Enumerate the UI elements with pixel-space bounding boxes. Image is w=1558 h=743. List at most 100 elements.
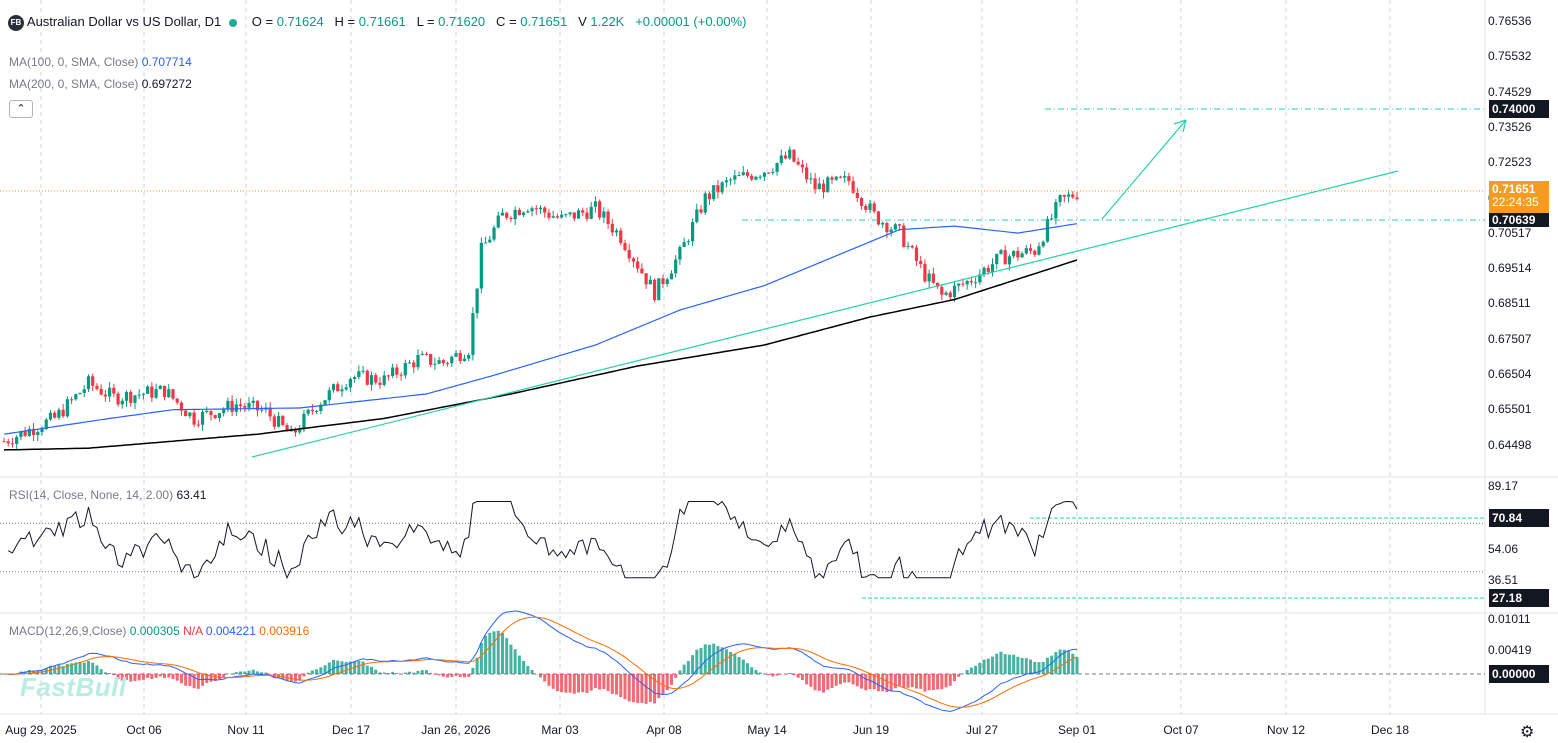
macd-histogram-bar — [585, 674, 589, 693]
candle-body — [965, 281, 969, 285]
candle-body — [19, 431, 23, 437]
macd-histogram-bar — [226, 673, 230, 675]
macd-histogram-bar — [927, 674, 931, 691]
fastbull-watermark: FastBull — [20, 672, 127, 702]
candle-body — [205, 410, 209, 412]
candle-body — [327, 390, 331, 401]
candle-body — [957, 283, 961, 286]
candle-body — [158, 385, 162, 390]
candle-body — [986, 267, 990, 272]
candle-body — [369, 375, 374, 385]
macd-histogram-bar — [74, 662, 78, 674]
rsi-legend[interactable]: RSI(14, Close, None, 14, 2.00) 63.41 — [9, 488, 206, 502]
countdown-timer: 22:24:35 — [1492, 195, 1539, 209]
macd-histogram-bar — [429, 672, 433, 674]
macd-histogram-bar — [678, 670, 682, 674]
candle-body — [1024, 248, 1028, 254]
candle-body — [141, 393, 146, 395]
macd-signal-line — [4, 616, 1078, 708]
macd-histogram-bar — [838, 674, 842, 685]
price-axis-label: 0.73526 — [1488, 119, 1532, 134]
macd-histogram-bar — [602, 674, 606, 690]
candle-body — [564, 214, 568, 216]
candle-body — [686, 241, 690, 243]
macd-histogram-bar — [103, 672, 107, 674]
candle-body — [547, 212, 551, 218]
candle-body — [293, 428, 298, 433]
candle-body — [627, 250, 631, 259]
candle-body — [391, 367, 395, 377]
candle-body — [171, 389, 175, 399]
macd-histogram-bar — [298, 674, 302, 681]
macd-histogram-bar — [91, 662, 95, 674]
macd-histogram-bar — [560, 674, 564, 693]
candle-body — [492, 227, 496, 240]
macd-histogram-bar — [1012, 654, 1016, 674]
candle-body — [483, 242, 488, 244]
macd-histogram-bar — [610, 674, 614, 694]
candle-body — [196, 424, 200, 426]
candle-body — [978, 274, 982, 283]
candle-body — [674, 259, 678, 274]
macd-line-value: 0.004221 — [205, 624, 256, 638]
macd-histogram-bar — [437, 674, 441, 676]
macd-histogram-bar — [120, 674, 124, 681]
candle-body — [40, 429, 44, 432]
macd-histogram-bar — [843, 674, 847, 683]
candle-body — [1054, 202, 1058, 219]
ma100-legend[interactable]: MA(100, 0, SMA, Close) 0.707714 — [9, 55, 192, 69]
candle-body — [805, 167, 809, 180]
macd-histogram-bar — [433, 674, 437, 675]
time-axis-label: Jan 26, 2026 — [421, 723, 491, 737]
candle-body — [720, 182, 724, 193]
candle-body — [188, 412, 192, 417]
candle-body — [57, 409, 61, 418]
candle-body — [783, 155, 788, 159]
candle-body — [1020, 253, 1024, 258]
macd-histogram-bar — [999, 651, 1003, 674]
macd-histogram-bar — [923, 674, 927, 692]
candle-body — [162, 385, 167, 398]
macd-histogram-bar — [154, 674, 158, 678]
candle-body — [450, 356, 454, 364]
candle-body — [737, 175, 741, 177]
candle-body — [678, 247, 682, 260]
candle-body — [813, 178, 817, 190]
time-axis-label: May 14 — [747, 723, 787, 737]
candle-body — [530, 208, 534, 212]
macd-histogram-bar — [141, 674, 145, 680]
candle-body — [112, 387, 116, 394]
candle-body — [99, 388, 103, 395]
macd-histogram-bar — [809, 674, 813, 687]
macd-histogram-bar — [606, 674, 610, 692]
macd-histogram-bar — [754, 670, 758, 674]
candle-body — [923, 263, 927, 282]
macd-histogram-bar — [906, 674, 910, 688]
candle-body — [74, 394, 78, 400]
macd-histogram-bar — [834, 674, 838, 686]
open-label: O = — [251, 14, 274, 29]
macd-legend[interactable]: MACD(12,26,9,Close) 0.000305 N/A 0.00422… — [9, 624, 309, 638]
macd-histogram-bar — [1016, 656, 1020, 674]
macd-histogram-bar — [399, 674, 403, 675]
macd-histogram-bar — [598, 674, 602, 690]
macd-histogram-bar — [420, 670, 424, 674]
macd-histogram-bar — [65, 663, 69, 674]
macd-histogram-bar — [720, 647, 724, 674]
ma200-legend[interactable]: MA(200, 0, SMA, Close) 0.697272 — [9, 77, 192, 91]
candle-body — [889, 229, 893, 233]
price-axis-label: 0.76536 — [1488, 14, 1532, 28]
macd-histogram-bar — [424, 670, 428, 674]
candle-body — [703, 193, 707, 213]
macd-histogram-bar — [695, 649, 699, 674]
macd-histogram-bar — [1075, 657, 1079, 674]
collapse-legend-button[interactable]: ⌃ — [9, 100, 33, 118]
candle-body — [758, 176, 762, 178]
candle-body — [534, 208, 538, 210]
candle-body — [479, 242, 483, 289]
candle-body — [315, 410, 319, 412]
symbol-title[interactable]: Australian Dollar vs US Dollar, D1 — [26, 14, 222, 29]
close-value: 0.71651 — [520, 14, 568, 29]
gear-icon[interactable]: ⚙ — [1520, 724, 1535, 741]
